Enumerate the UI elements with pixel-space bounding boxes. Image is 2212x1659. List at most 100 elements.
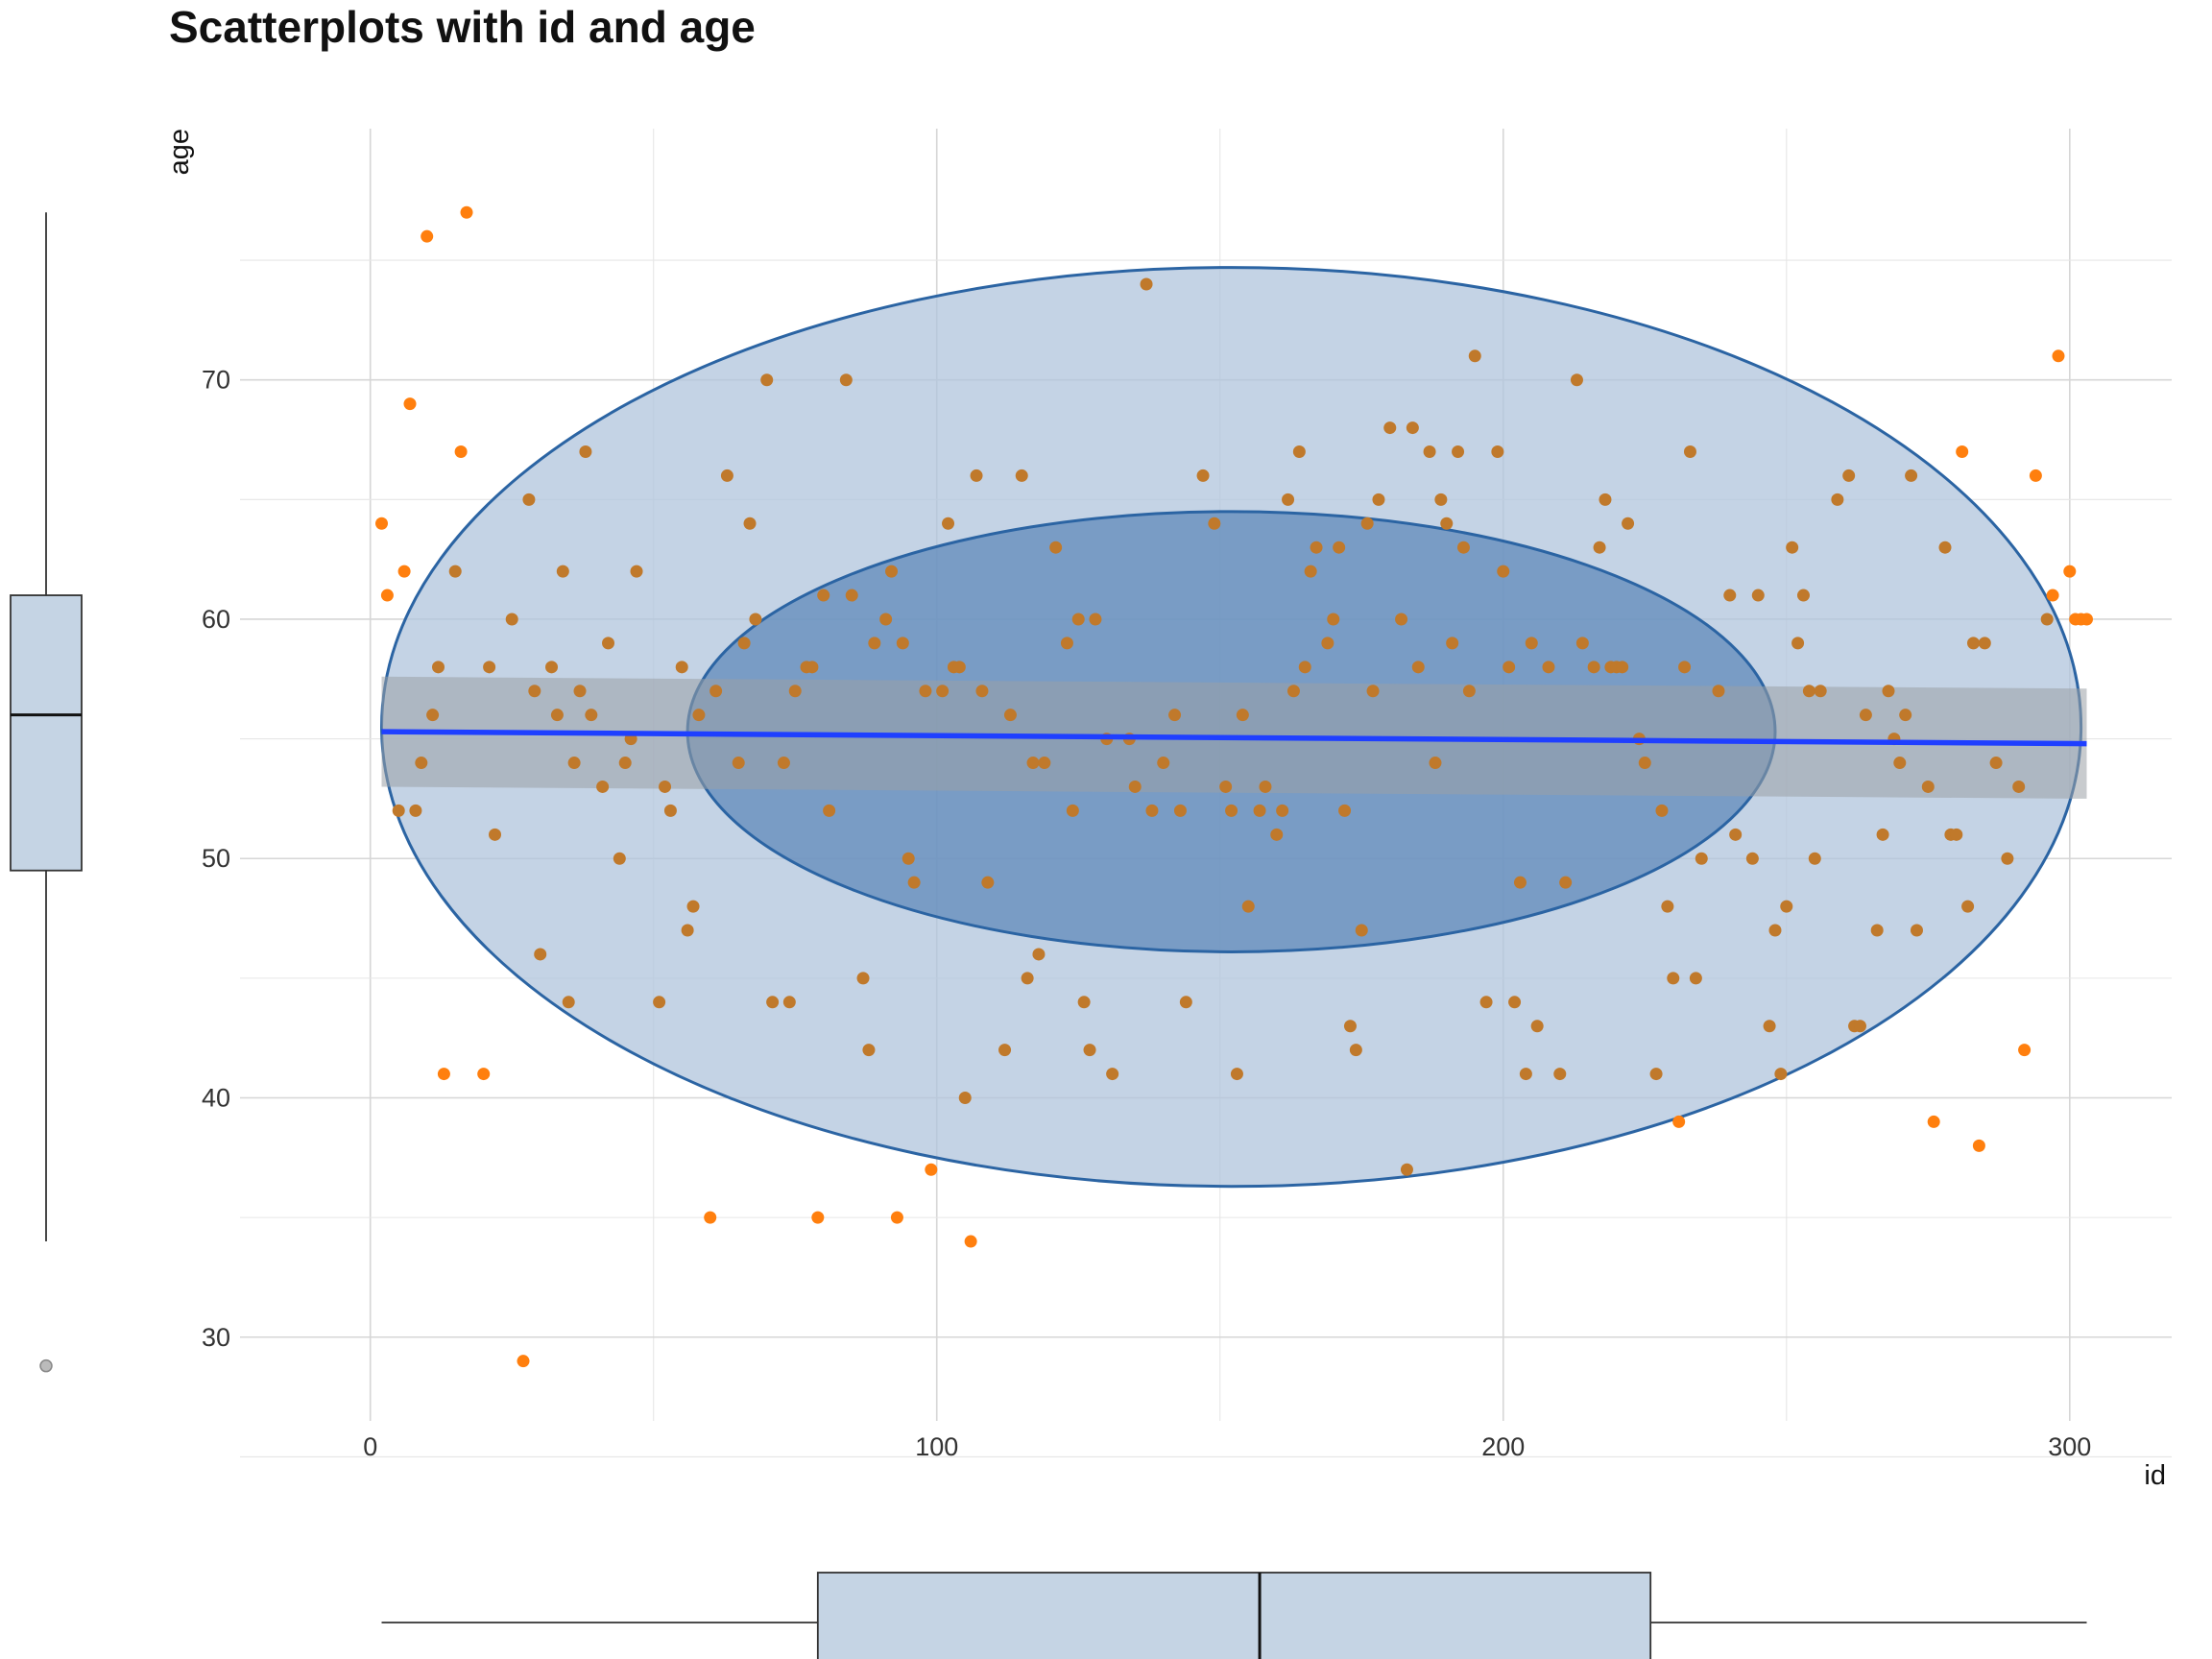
data-point: [1372, 493, 1385, 506]
data-point: [896, 637, 909, 650]
data-point: [375, 517, 389, 530]
data-point: [1360, 517, 1374, 530]
data-point: [845, 589, 858, 602]
data-point: [1966, 637, 1980, 650]
data-point: [1321, 637, 1334, 650]
data-point: [550, 709, 564, 722]
data-point: [1542, 661, 1555, 674]
data-point: [1286, 685, 1300, 698]
data-point: [489, 828, 502, 841]
data-point: [1456, 541, 1470, 554]
data-point: [1842, 469, 1856, 482]
data-point: [1751, 589, 1765, 602]
data-point: [777, 757, 790, 770]
data-point: [1479, 996, 1493, 1009]
data-point: [1972, 1139, 1985, 1152]
data-point: [2046, 589, 2059, 602]
data-point: [1077, 996, 1091, 1009]
data-point: [1893, 757, 1907, 770]
data-point: [1462, 685, 1476, 698]
data-point: [1253, 804, 1266, 817]
age-boxplot: [10, 212, 83, 1373]
data-point: [1559, 876, 1573, 889]
data-point: [970, 469, 983, 482]
data-point: [1440, 517, 1454, 530]
data-point: [534, 948, 547, 961]
data-point: [942, 517, 955, 530]
data-point: [1395, 613, 1408, 626]
data-point: [1570, 373, 1583, 387]
data-point: [1961, 900, 1975, 913]
data-point: [1468, 349, 1481, 363]
data-point: [1661, 900, 1674, 913]
data-point: [659, 780, 672, 793]
data-point: [505, 613, 518, 626]
trend-line: [381, 729, 2087, 747]
data-point: [517, 1355, 530, 1368]
x-tick-label: 0: [363, 1432, 377, 1461]
data-point: [868, 637, 881, 650]
y-tick-label: 40: [202, 1084, 230, 1113]
data-point: [952, 661, 966, 674]
data-point: [958, 1092, 972, 1104]
data-point: [919, 685, 932, 698]
data-point: [1434, 493, 1448, 506]
data-point: [907, 876, 921, 889]
data-point: [1270, 828, 1284, 841]
data-point: [1423, 445, 1436, 458]
data-point: [936, 685, 950, 698]
data-point: [925, 1163, 938, 1176]
data-point: [981, 876, 995, 889]
data-point: [522, 493, 536, 506]
data-point: [1616, 661, 1629, 674]
data-point: [1338, 804, 1352, 817]
data-point: [1015, 469, 1028, 482]
data-point: [448, 565, 462, 578]
data-point: [1128, 780, 1142, 793]
data-point: [1406, 421, 1419, 435]
data-point: [737, 637, 751, 650]
data-point: [1978, 637, 1991, 650]
data-point: [1089, 613, 1102, 626]
data-point: [681, 924, 694, 937]
data-point: [902, 852, 915, 865]
data-point: [782, 996, 796, 1009]
data-point: [692, 709, 706, 722]
data-point: [528, 685, 541, 698]
data-point: [392, 804, 405, 817]
data-point: [1853, 1020, 1866, 1033]
data-point: [2012, 780, 2026, 793]
data-point: [477, 1068, 491, 1081]
data-point: [1106, 1068, 1119, 1081]
data-point: [1298, 661, 1311, 674]
data-point: [1808, 852, 1821, 865]
data-point: [998, 1044, 1012, 1057]
chart-title: Scatterplots with id and age: [169, 2, 756, 52]
data-point: [613, 852, 626, 865]
data-point: [403, 397, 417, 411]
data-point: [573, 685, 587, 698]
data-point: [1599, 493, 1612, 506]
data-point: [1491, 445, 1504, 458]
data-point: [1950, 828, 1963, 841]
data-point: [1292, 445, 1306, 458]
scatter-points: [375, 205, 2093, 1368]
data-point: [1802, 685, 1815, 698]
data-point: [1689, 972, 1702, 985]
age-boxplot-box: [10, 594, 83, 872]
data-point: [1593, 541, 1606, 554]
data-point: [2080, 613, 2093, 626]
data-point: [2052, 349, 2065, 363]
data-point: [556, 565, 569, 578]
data-point: [432, 661, 445, 674]
data-point: [1452, 445, 1465, 458]
data-point: [1276, 804, 1289, 817]
data-point: [460, 205, 473, 219]
data-point: [749, 613, 762, 626]
data-point: [618, 757, 632, 770]
data-point: [545, 661, 559, 674]
data-point: [1032, 948, 1046, 961]
data-point: [1219, 780, 1233, 793]
data-point: [596, 780, 610, 793]
data-point: [811, 1211, 825, 1224]
